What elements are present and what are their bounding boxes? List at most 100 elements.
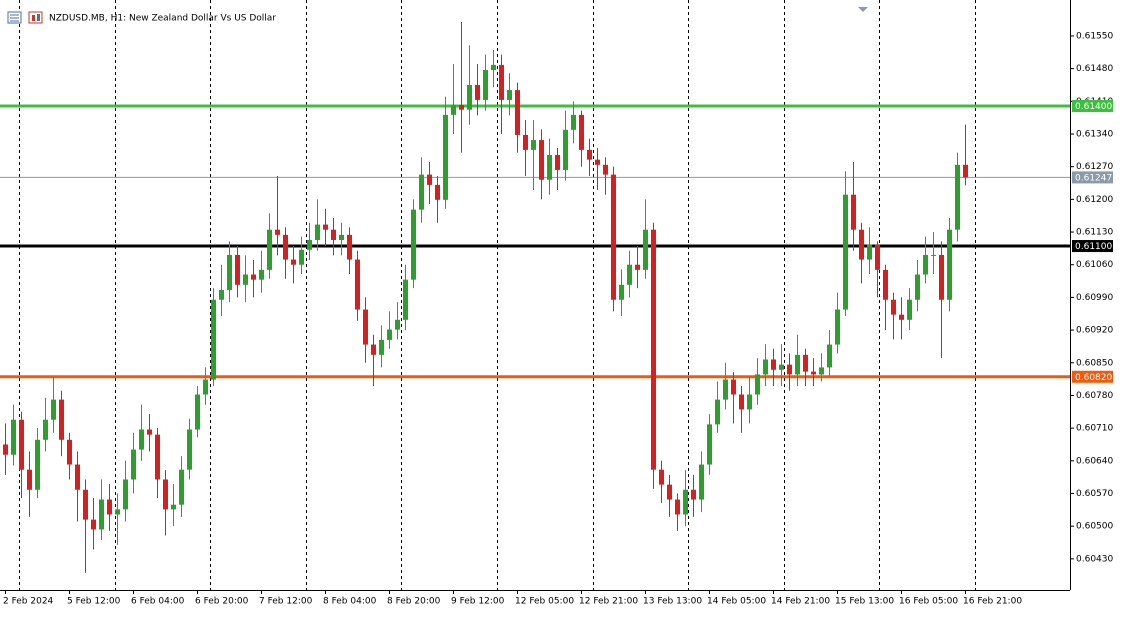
x-tick-label: 14 Feb 21:00 (771, 597, 830, 607)
y-tick-label: 0.61270 (1076, 162, 1113, 172)
candle-body (571, 114, 576, 130)
y-tick-label: 0.60780 (1076, 391, 1113, 401)
candle-body (843, 194, 848, 310)
x-tick-label: 16 Feb 05:00 (899, 597, 958, 607)
y-tick-label: 0.60570 (1076, 489, 1113, 499)
candle-body (243, 274, 248, 285)
candle-body (667, 484, 672, 500)
candle-body (83, 489, 88, 520)
candle-body (651, 229, 656, 470)
y-tick-label: 0.61480 (1076, 64, 1113, 74)
candle-body (955, 164, 960, 230)
x-tick-label: 8 Feb 20:00 (387, 597, 441, 607)
candle-body (147, 429, 152, 435)
y-tick-label: 0.61060 (1076, 260, 1113, 270)
candle-body (723, 379, 728, 400)
y-tick-label: 0.60990 (1076, 293, 1113, 303)
candle-body (835, 309, 840, 345)
candle-body (491, 64, 496, 71)
candle-body (803, 354, 808, 372)
candle-body (347, 234, 352, 260)
candle-body (755, 374, 760, 395)
level-label-box (1072, 171, 1113, 184)
x-tick-label: 5 Feb 12:00 (67, 597, 121, 607)
candle-body (523, 134, 528, 150)
candle-body (395, 319, 400, 330)
y-tick-label: 0.61340 (1076, 129, 1113, 139)
candle-body (275, 229, 280, 235)
y-tick-label: 0.60850 (1076, 358, 1113, 368)
candle-body (731, 379, 736, 395)
level-label: 0.61400 (1075, 102, 1112, 112)
candle-body (483, 70, 488, 100)
candle-body (619, 284, 624, 300)
candle-body (963, 164, 968, 178)
candle-body (251, 274, 256, 280)
candle-body (915, 274, 920, 300)
candle-body (891, 299, 896, 315)
chart-icon[interactable] (28, 11, 43, 24)
candle-body (499, 64, 504, 100)
x-tick-label: 15 Feb 13:00 (835, 597, 894, 607)
candles (3, 21, 968, 573)
y-tick-label: 0.60640 (1076, 456, 1113, 466)
candle-body (635, 264, 640, 270)
levels (0, 104, 1070, 379)
candle-body (123, 479, 128, 510)
candle-body (451, 105, 456, 115)
candle-body (739, 394, 744, 410)
candle-body (19, 419, 24, 470)
x-tick-label: 9 Feb 12:00 (451, 597, 505, 607)
candle-body (579, 114, 584, 150)
level-label: 0.61247 (1075, 173, 1112, 183)
candle-body (259, 269, 264, 280)
candle-body (611, 174, 616, 300)
candle-body (827, 344, 832, 368)
candle-body (459, 105, 464, 110)
candle-body (907, 299, 912, 320)
candle-body (715, 399, 720, 425)
candle-body (763, 359, 768, 375)
candle-body (443, 114, 448, 200)
candle-body (187, 429, 192, 470)
candle-body (555, 155, 560, 170)
candle-body (747, 394, 752, 410)
icon-bar (32, 15, 35, 21)
level-label-box (1072, 240, 1113, 253)
candle-body (531, 140, 536, 150)
candle-body (27, 469, 32, 490)
x-tick-label: 16 Feb 21:00 (963, 597, 1022, 607)
candle-body (771, 359, 776, 370)
candle-body (59, 399, 64, 440)
shift-marker (858, 7, 868, 12)
icon-bar (37, 14, 40, 21)
candle-body (323, 224, 328, 230)
candle-body (291, 259, 296, 265)
candle-body (851, 194, 856, 230)
candle-body (355, 259, 360, 310)
candle-body (475, 84, 480, 100)
level-label: 0.61100 (1075, 242, 1112, 252)
candle-body (387, 329, 392, 340)
candle-body (859, 229, 864, 260)
candle-body (43, 419, 48, 440)
candle-body (867, 244, 872, 260)
candle-body (923, 254, 928, 275)
y-tick-label: 0.60920 (1076, 326, 1113, 336)
y-tick-label: 0.60500 (1076, 522, 1113, 532)
candle-body (67, 439, 72, 465)
candle-body (659, 469, 664, 485)
candle-body (363, 309, 368, 345)
candle-body (51, 399, 56, 420)
y-tick-label: 0.61130 (1076, 228, 1113, 238)
candle-body (947, 229, 952, 300)
y-tick-label: 0.60710 (1076, 424, 1113, 434)
x-tick-label: 14 Feb 05:00 (707, 597, 766, 607)
candle-body (203, 379, 208, 395)
candle-body (939, 254, 944, 300)
candle-body (467, 84, 472, 110)
candle-body (699, 464, 704, 500)
candle-body (779, 364, 784, 370)
